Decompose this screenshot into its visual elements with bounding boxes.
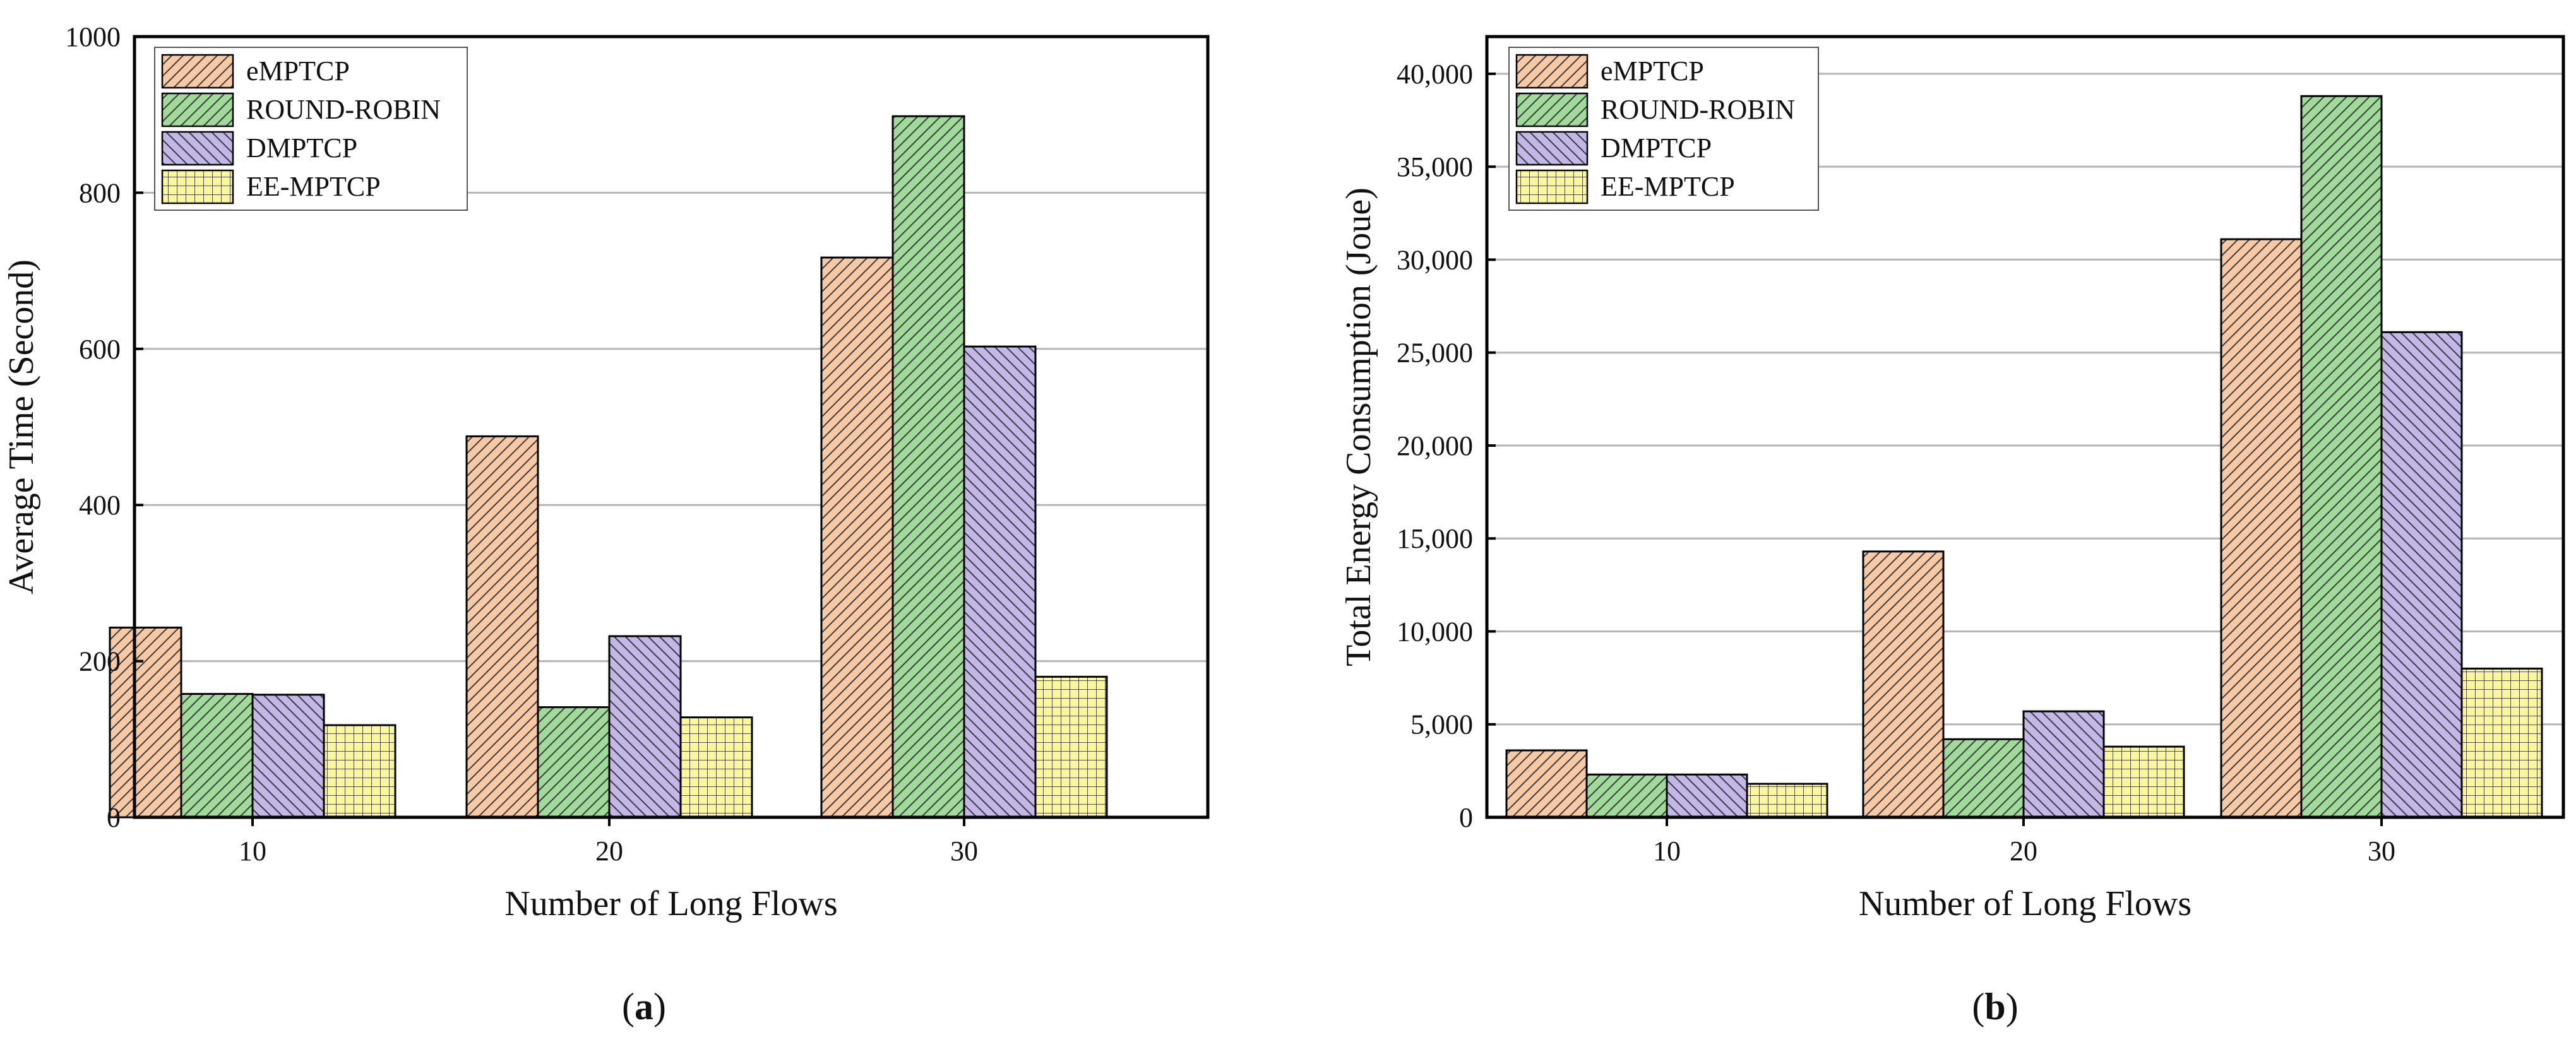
- bar-emptcp-20: [465, 435, 539, 819]
- y-tick-label: 15,000: [1397, 523, 1473, 554]
- bar-ee-mptcp-20: [679, 716, 753, 819]
- bar-dmptcp-10: [1666, 773, 1748, 819]
- x-axis-title: Number of Long Flows: [504, 884, 837, 923]
- x-tick-label: 20: [595, 836, 623, 867]
- legend-swatch-emptcp: [1515, 54, 1589, 89]
- x-axis-title: Number of Long Flows: [1859, 884, 2191, 923]
- bar-dmptcp-30: [963, 345, 1037, 819]
- bar-round-robin-10: [180, 693, 254, 819]
- legend-label-dmptcp: DMPTCP: [246, 133, 357, 163]
- legend-swatch-dmptcp: [161, 131, 234, 166]
- bar-dmptcp-10: [251, 694, 325, 819]
- y-tick-label: 400: [79, 490, 121, 521]
- bar-dmptcp-20: [608, 635, 682, 819]
- y-tick-label: 25,000: [1397, 338, 1473, 369]
- legend-label-ee-mptcp: EE-MPTCP: [246, 171, 381, 202]
- y-tick-label: 200: [79, 646, 121, 677]
- bar-dmptcp-20: [2022, 710, 2105, 819]
- x-tick-label: 30: [950, 836, 978, 867]
- legend-swatch-round-robin: [1515, 92, 1589, 127]
- bar-ee-mptcp-10: [1746, 783, 1828, 819]
- legend-label-round-robin: ROUND-ROBIN: [246, 94, 441, 125]
- y-tick-label: 5,000: [1410, 709, 1473, 740]
- legend-label-emptcp: eMPTCP: [1601, 56, 1704, 86]
- legend-label-emptcp: eMPTCP: [246, 56, 350, 86]
- bar-emptcp-10: [1505, 749, 1588, 819]
- bar-round-robin-20: [537, 706, 611, 819]
- legend-swatch-dmptcp: [1515, 131, 1589, 166]
- legend-label-ee-mptcp: EE-MPTCP: [1601, 171, 1735, 202]
- y-tick-label: 10,000: [1397, 616, 1473, 647]
- chart-b: 0 5,000 10,000 15,000 20,000 25,000 30,000 35,0…: [1339, 35, 2565, 1027]
- bar-emptcp-20: [1862, 550, 1945, 819]
- y-axis-title: Average Time (Second): [2, 259, 41, 594]
- legend-swatch-emptcp: [161, 54, 234, 89]
- bar-ee-mptcp-30: [2460, 667, 2543, 819]
- panel-label-a: (a): [622, 986, 666, 1027]
- legend-label-dmptcp: DMPTCP: [1601, 133, 1712, 163]
- bar-round-robin-30: [2300, 95, 2383, 819]
- bar-round-robin-20: [1942, 738, 2025, 819]
- bar-dmptcp-30: [2380, 331, 2463, 819]
- y-tick-label: 0: [1459, 802, 1473, 833]
- plot-frame: [133, 35, 1210, 819]
- bar-ee-mptcp-20: [2102, 745, 2185, 819]
- x-tick-label: 10: [239, 836, 266, 867]
- bar-round-robin-30: [891, 115, 965, 819]
- legend-swatch-round-robin: [161, 92, 234, 127]
- legend-label-round-robin: ROUND-ROBIN: [1601, 94, 1795, 125]
- bar-emptcp-30: [820, 256, 894, 819]
- plot-frame: [1485, 35, 2565, 819]
- bar-ee-mptcp-30: [1034, 675, 1108, 819]
- y-tick-label: 30,000: [1397, 244, 1473, 275]
- bar-emptcp-30: [2220, 238, 2303, 819]
- bar-round-robin-10: [1585, 773, 1668, 819]
- y-tick-label: 40,000: [1397, 59, 1473, 90]
- y-tick-label: 1000: [65, 21, 121, 52]
- y-tick-label: 20,000: [1397, 430, 1473, 461]
- panel-label-b: (b): [1972, 986, 2018, 1027]
- x-tick-label: 20: [2010, 836, 2037, 867]
- x-tick-label: 10: [1653, 836, 1681, 867]
- y-tick-label: 35,000: [1397, 151, 1473, 182]
- y-tick-label: 0: [107, 802, 121, 833]
- y-tick-label: 600: [79, 334, 121, 365]
- x-tick-label: 30: [2368, 836, 2395, 867]
- legend-swatch-ee-mptcp: [161, 169, 234, 204]
- chart-a: 0 200 400 600 800 1000 10 20 30 Number of Long Fl…: [2, 21, 1210, 1027]
- legend-swatch-ee-mptcp: [1515, 169, 1589, 204]
- y-axis-title: Total Energy Consumption (Joue): [1339, 187, 1378, 666]
- y-tick-label: 800: [79, 177, 121, 208]
- bar-ee-mptcp-10: [323, 724, 397, 819]
- legend: eMPTCP ROUND-ROBIN DMPTCP EE-MPTCP: [1508, 47, 1819, 211]
- legend: eMPTCP ROUND-ROBIN DMPTCP EE-MPTCP: [154, 47, 468, 211]
- bar-emptcp-10: [109, 626, 182, 819]
